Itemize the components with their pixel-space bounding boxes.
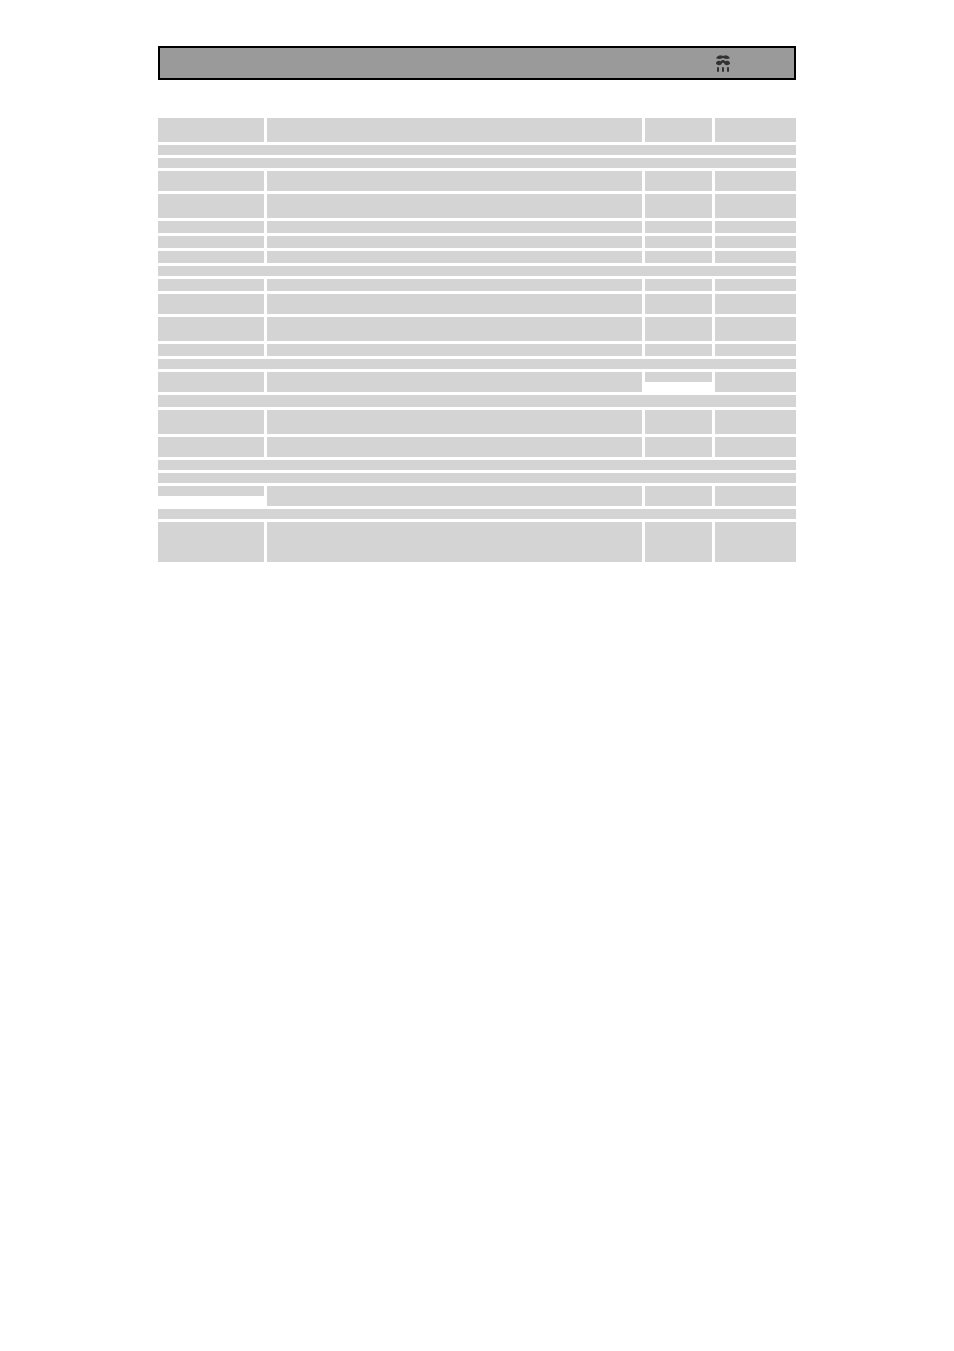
cell: [645, 522, 712, 562]
cell: [267, 437, 642, 457]
cell: [715, 410, 796, 434]
cell: [715, 344, 796, 356]
cell: [645, 236, 712, 248]
cell: [158, 317, 264, 341]
cell: [645, 344, 712, 356]
cell: [715, 194, 796, 218]
table-row: [158, 236, 796, 248]
table-row: [158, 118, 796, 142]
table-row: [158, 171, 796, 191]
cell: [715, 437, 796, 457]
cell: [645, 221, 712, 233]
cell: [715, 279, 796, 291]
cell: [158, 279, 264, 291]
cell: [158, 158, 796, 168]
logo-icon: [712, 52, 734, 74]
cell: [158, 118, 264, 142]
cell: [715, 317, 796, 341]
table-row: [158, 194, 796, 218]
table-row: [158, 410, 796, 434]
cell: [715, 171, 796, 191]
cell: [645, 251, 712, 263]
cell: [645, 171, 712, 191]
table-row: [158, 372, 796, 392]
table-row: [158, 317, 796, 341]
cell: [715, 522, 796, 562]
table-row: [158, 266, 796, 276]
cell: [267, 522, 642, 562]
data-table: [158, 118, 796, 562]
cell: [158, 251, 264, 263]
cell: [267, 221, 642, 233]
cell: [715, 221, 796, 233]
table-row: [158, 359, 796, 369]
cell: [158, 437, 264, 457]
cell: [267, 317, 642, 341]
cell: [267, 171, 642, 191]
cell: [158, 522, 264, 562]
cell: [267, 344, 642, 356]
cell: [645, 194, 712, 218]
table-row: [158, 158, 796, 168]
table-row: [158, 509, 796, 519]
table-row: [158, 344, 796, 356]
cell: [267, 486, 642, 506]
cell: [715, 251, 796, 263]
cell: [158, 194, 264, 218]
cell: [158, 359, 796, 369]
cell: [158, 171, 264, 191]
cell: [645, 372, 712, 382]
table-row: [158, 473, 796, 483]
cell: [158, 410, 264, 434]
cell: [715, 372, 796, 392]
cell: [267, 118, 642, 142]
cell: [267, 372, 642, 392]
table-row: [158, 294, 796, 314]
table-row: [158, 486, 796, 506]
cell: [267, 251, 642, 263]
cell: [158, 145, 796, 155]
cell: [645, 410, 712, 434]
table-row: [158, 145, 796, 155]
cell: [158, 509, 796, 519]
cell: [715, 486, 796, 506]
cell: [715, 118, 796, 142]
cell: [158, 236, 264, 248]
cell: [267, 279, 642, 291]
cell: [715, 236, 796, 248]
cell: [645, 294, 712, 314]
header-bar: [158, 46, 796, 80]
table-row: [158, 437, 796, 457]
cell: [267, 410, 642, 434]
cell: [158, 460, 796, 470]
table-row: [158, 279, 796, 291]
cell: [158, 294, 264, 314]
cell: [645, 317, 712, 341]
cell: [158, 266, 796, 276]
cell: [267, 236, 642, 248]
cell: [267, 294, 642, 314]
cell: [645, 118, 712, 142]
cell: [267, 194, 642, 218]
cell: [645, 279, 712, 291]
cell: [715, 294, 796, 314]
cell: [158, 473, 796, 483]
table-row: [158, 395, 796, 407]
table-row: [158, 460, 796, 470]
table-row: [158, 221, 796, 233]
table-row: [158, 522, 796, 562]
table-row: [158, 251, 796, 263]
cell: [158, 221, 264, 233]
cell: [645, 486, 712, 506]
cell: [158, 372, 264, 392]
cell: [158, 344, 264, 356]
cell: [158, 486, 264, 496]
cell: [158, 395, 796, 407]
cell: [645, 437, 712, 457]
